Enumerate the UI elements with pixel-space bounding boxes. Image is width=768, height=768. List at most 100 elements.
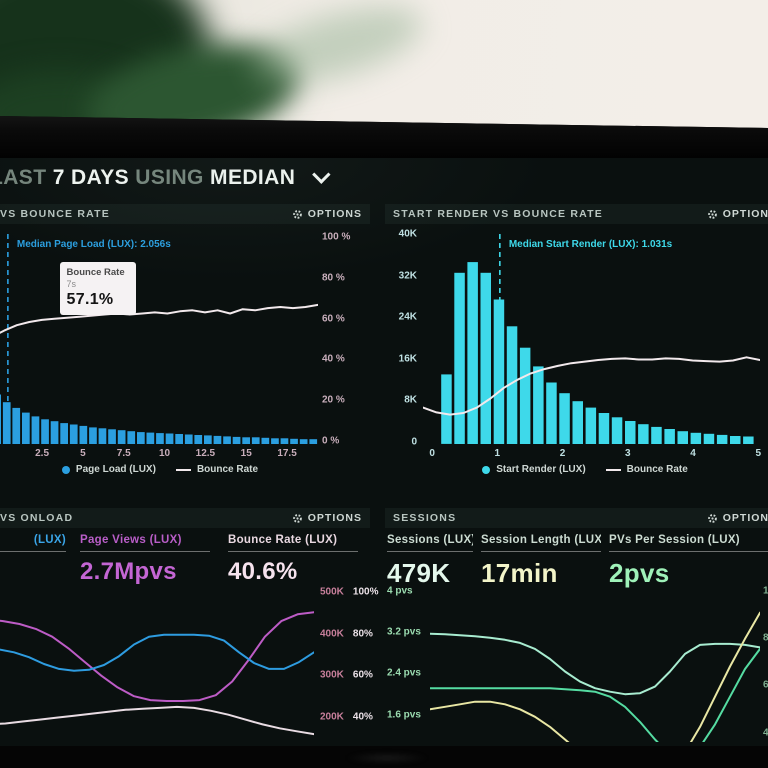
y-tick-label: 4 pvs: [387, 585, 413, 597]
metric-label: PVs Per Session (LUX): [609, 534, 768, 552]
metric-value: 17min: [481, 558, 558, 588]
chart-tooltip: Bounce Rate 7s 57.1%: [59, 262, 136, 316]
chevron-down-icon: [311, 165, 331, 184]
x-tick-label: 5: [80, 448, 86, 459]
metric-onload: (LUX): [0, 534, 66, 586]
panel-sessions: SESSIONS OPTIONS Sessions (LUX) 479K Ses…: [385, 508, 768, 746]
start-render-histogram-chart[interactable]: Median Start Render (LUX): 1.031s: [423, 230, 760, 444]
x-tick-label: 0: [429, 448, 435, 459]
gear-icon: [292, 513, 302, 523]
dot-swatch: [61, 465, 70, 474]
dot-swatch: [482, 465, 491, 474]
x-tick-label: 2: [559, 448, 566, 459]
monitor-logo: [345, 752, 429, 764]
metric-value: 2pvs: [609, 558, 670, 588]
y-tick-label: 400K 80%: [320, 628, 373, 640]
median-annotation: Median Page Load (LUX): 2.056s: [16, 239, 171, 250]
panel-page-load-vs-bounce-rate: VS BOUNCE RATE OPTIONS Median Page Load …: [0, 204, 370, 496]
x-tick-label: 15: [240, 448, 252, 459]
x-axis: 2.5 5 7.5 10 12.5 15 17.5: [0, 448, 318, 461]
y-tick-label: 4: [763, 727, 768, 739]
y-tick-label: 16K: [398, 353, 417, 365]
x-tick-label: 5: [755, 448, 762, 459]
gear-icon: [292, 209, 302, 219]
y-tick-label: 1: [763, 585, 768, 597]
date-range-selector[interactable]: LAST 7 DAYS USING MEDIAN: [0, 165, 331, 190]
y-tick-label: 300K 60%: [320, 669, 373, 681]
options-button[interactable]: OPTIONS: [292, 208, 362, 220]
tooltip-title: Bounce Rate: [66, 267, 125, 279]
y-tick-label: 60 %: [322, 313, 345, 325]
y-tick-label: 40K: [398, 228, 417, 240]
onload-line-chart[interactable]: [0, 586, 314, 742]
metric-value: 40.6%: [228, 558, 298, 585]
y-tick-label: 0 %: [322, 435, 340, 447]
metric-label: Page Views (LUX): [80, 534, 210, 552]
sessions-line-chart[interactable]: [430, 586, 760, 742]
options-label: OPTIONS: [722, 208, 768, 220]
legend-start-render[interactable]: Start Render (LUX): [482, 464, 586, 475]
x-tick-label: 1: [494, 448, 501, 459]
line-swatch: [605, 468, 621, 471]
legend-bounce-rate[interactable]: Bounce Rate: [605, 464, 688, 475]
y-tick-label: 24K: [398, 311, 417, 323]
panel-header: VS ONLOAD OPTIONS: [0, 508, 370, 528]
metric-page-views: Page Views (LUX) 2.7Mpvs: [80, 534, 210, 586]
y-axis-left: 4 pvs 3.2 pvs 2.4 pvs 1.6 pvs: [387, 585, 427, 742]
header-word-median: MEDIAN: [210, 166, 296, 189]
y-tick-label: 100 %: [322, 231, 351, 243]
page-load-histogram-chart[interactable]: Median Page Load (LUX): 2.056s Bounce Ra…: [0, 230, 318, 444]
panel-vs-onload: VS ONLOAD OPTIONS (LUX) Page Views (LUX)…: [0, 508, 379, 746]
options-label: OPTIONS: [722, 512, 768, 524]
x-tick-label: 2.5: [35, 448, 50, 459]
y-tick-label: 500K 100%: [320, 586, 379, 598]
photo-background: [0, 0, 768, 140]
legend-label: Page Load (LUX): [75, 464, 156, 475]
header-word-7days: 7 DAYS: [52, 166, 130, 189]
y-tick-label: 1.6 pvs: [387, 709, 421, 721]
header-word-using: USING: [135, 166, 204, 189]
panel-title: VS BOUNCE RATE: [0, 208, 110, 220]
panel-title: SESSIONS: [393, 512, 457, 524]
y-tick-label: 80 %: [322, 272, 345, 284]
metric-label: (LUX): [0, 534, 66, 552]
x-tick-label: 7.5: [116, 448, 131, 459]
legend-bounce-rate[interactable]: Bounce Rate: [175, 464, 259, 475]
x-tick-label: 10: [159, 448, 171, 459]
panel-header: VS BOUNCE RATE OPTIONS: [0, 204, 370, 224]
metric-bounce-rate: Bounce Rate (LUX) 40.6%: [228, 534, 358, 586]
metric-label: Bounce Rate (LUX): [228, 534, 358, 552]
options-button[interactable]: OPTIONS: [292, 512, 362, 524]
metric-label: Sessions (LUX): [387, 534, 473, 552]
legend-label: Start Render (LUX): [496, 464, 586, 475]
options-button[interactable]: OPTIONS: [707, 208, 768, 220]
header-word-last: LAST: [0, 166, 47, 189]
legend-label: Bounce Rate: [196, 464, 259, 475]
x-tick-label: 4: [690, 448, 696, 459]
x-tick-label: 17.5: [277, 448, 297, 459]
monitor: LAST 7 DAYS USING MEDIAN VS BOUNCE RATE …: [0, 116, 768, 768]
panel-title: VS ONLOAD: [0, 512, 74, 524]
y-tick-label: 0: [411, 436, 417, 448]
legend-label: Bounce Rate: [626, 464, 688, 475]
y-tick-label: 200K 40%: [320, 711, 373, 723]
metric-sessions: Sessions (LUX) 479K: [387, 534, 473, 589]
gear-icon: [707, 209, 717, 219]
panel-start-render-vs-bounce-rate: START RENDER VS BOUNCE RATE OPTIONS Medi…: [385, 204, 768, 496]
y-tick-label: 32K: [398, 270, 417, 282]
median-annotation: Median Start Render (LUX): 1.031s: [508, 239, 673, 250]
metric-value: 479K: [387, 558, 451, 588]
panel-header: SESSIONS OPTIONS: [385, 508, 768, 528]
tooltip-subtitle: 7s: [66, 279, 77, 290]
options-button[interactable]: OPTIONS: [707, 512, 768, 524]
options-label: OPTIONS: [307, 208, 362, 220]
gear-icon: [707, 513, 717, 523]
chart-legend: Page Load (LUX) Bounce Rate: [0, 464, 370, 475]
line-swatch: [175, 468, 191, 471]
panel-header: START RENDER VS BOUNCE RATE OPTIONS: [385, 204, 768, 224]
metrics-row: Sessions (LUX) 479K Session Length (LUX)…: [387, 534, 768, 589]
y-tick-label: 20 %: [322, 394, 345, 406]
legend-page-load[interactable]: Page Load (LUX): [61, 464, 156, 475]
